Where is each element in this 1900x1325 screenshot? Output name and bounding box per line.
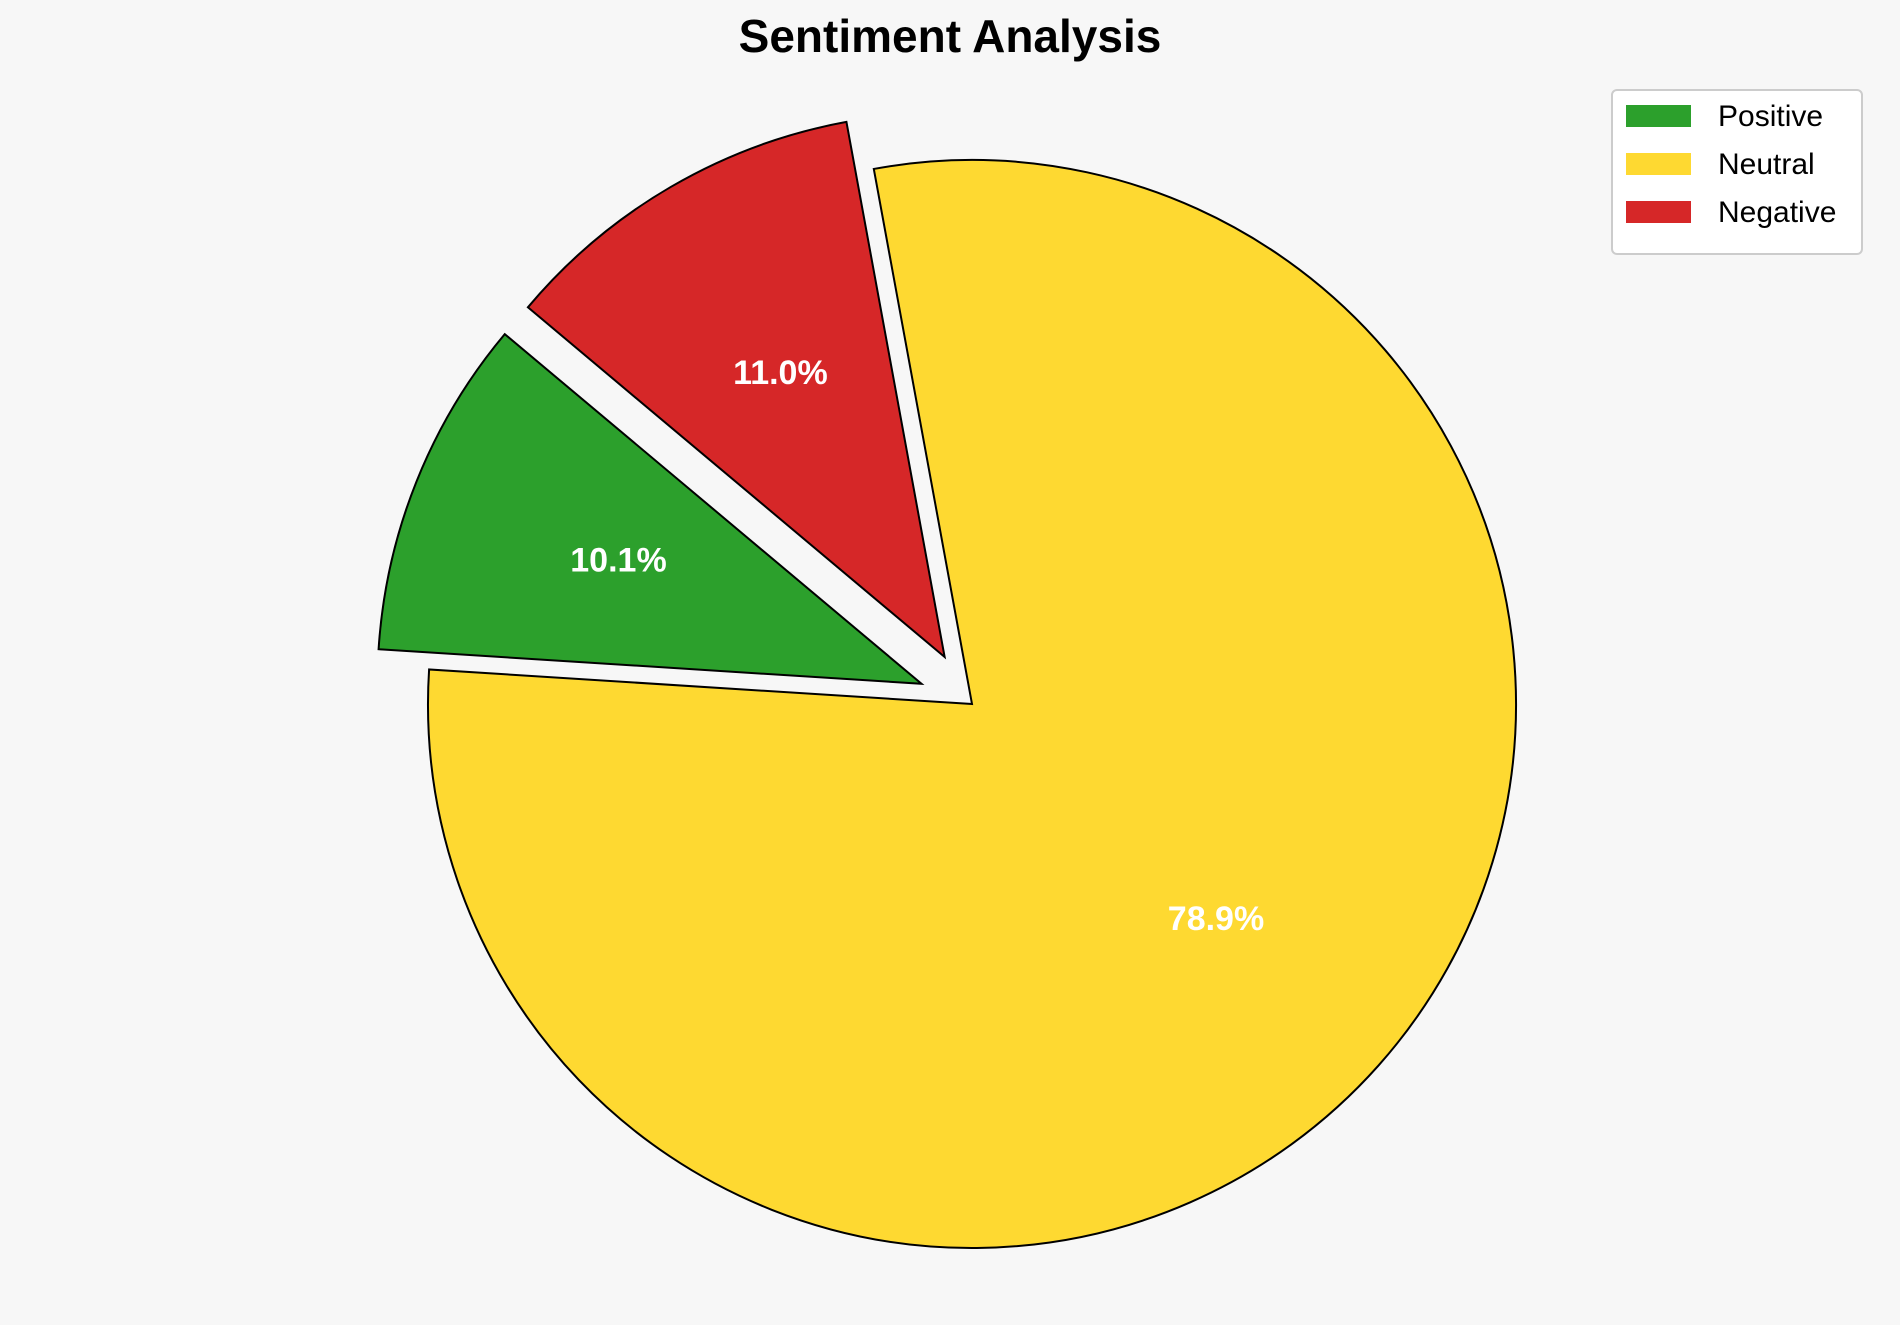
legend-label: Negative (1718, 196, 1836, 229)
wedge-label: 78.9% (1168, 900, 1264, 938)
pie-wedge (427, 159, 1517, 1249)
pie-wedge (526, 120, 947, 660)
legend-swatch (1626, 105, 1691, 127)
wedge-label: 11.0% (733, 354, 828, 392)
chart-title: Sentiment Analysis (739, 10, 1162, 62)
legend: Positive Neutral Negative (1611, 89, 1863, 255)
legend-swatch (1626, 153, 1691, 175)
wedge-label: 10.1% (570, 541, 666, 579)
pie: 10.1% 78.9% 11.0% (377, 120, 1517, 1249)
legend-label: Neutral (1718, 148, 1815, 181)
legend-label: Positive (1718, 100, 1823, 133)
legend-swatch (1626, 201, 1691, 223)
pie-wedge (377, 332, 925, 685)
